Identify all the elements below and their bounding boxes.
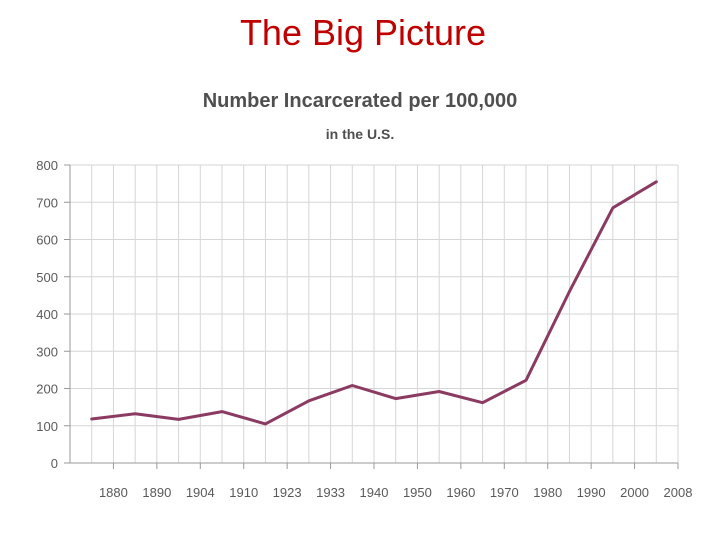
x-tick-label: 1904 bbox=[186, 485, 215, 500]
y-tick-label: 0 bbox=[51, 456, 58, 471]
data-point bbox=[220, 410, 224, 413]
data-point bbox=[481, 401, 484, 404]
data-point bbox=[524, 379, 528, 382]
chart-subtitle: in the U.S. bbox=[325, 126, 395, 142]
data-point bbox=[351, 384, 354, 387]
data-point bbox=[394, 397, 397, 400]
y-tick-label: 500 bbox=[36, 270, 58, 285]
x-tick-labels: 1880 1890 1904 1910 1923 1933 1940 1950 1960 1970… bbox=[99, 485, 692, 500]
x-tick-label: 1950 bbox=[403, 485, 432, 500]
y-tick-label: 400 bbox=[36, 307, 58, 322]
data-point bbox=[90, 417, 93, 421]
data-point bbox=[307, 399, 311, 402]
y-tick-labels: 0 100 200 300 400 500 600 700 800 bbox=[36, 158, 58, 471]
chart-title: Number Incarcerated per 100,000 bbox=[202, 90, 518, 112]
x-tick-label: 1923 bbox=[273, 485, 302, 500]
slide-title: The Big Picture bbox=[239, 12, 487, 53]
x-tick-label: 1910 bbox=[229, 485, 258, 500]
series-line bbox=[90, 180, 658, 426]
x-tick-label: 1990 bbox=[577, 485, 606, 500]
y-tick-label: 200 bbox=[36, 382, 58, 397]
data-point bbox=[133, 412, 137, 416]
data-point bbox=[568, 290, 571, 293]
x-tick-label: 1880 bbox=[99, 485, 128, 500]
data-point bbox=[177, 418, 180, 421]
y-tick-label: 800 bbox=[36, 158, 58, 173]
x-tick-label: 2000 bbox=[620, 485, 649, 500]
data-point bbox=[611, 206, 615, 210]
x-tick-label: 1960 bbox=[446, 485, 475, 500]
x-tick-label: 1933 bbox=[316, 485, 345, 500]
axes bbox=[64, 164, 679, 469]
data-point bbox=[655, 180, 658, 183]
data-point bbox=[437, 390, 441, 393]
y-tick-label: 100 bbox=[36, 419, 58, 434]
data-point bbox=[264, 422, 267, 426]
x-tick-label: 2008 bbox=[664, 485, 693, 500]
y-tick-label: 600 bbox=[36, 233, 58, 248]
series-group bbox=[90, 180, 658, 426]
x-tick-label: 1980 bbox=[533, 485, 562, 500]
x-tick-label: 1890 bbox=[142, 485, 171, 500]
y-tick-label: 300 bbox=[36, 344, 58, 359]
y-tick-label: 700 bbox=[36, 195, 58, 210]
x-tick-label: 1970 bbox=[490, 485, 519, 500]
x-tick-label: 1940 bbox=[360, 485, 389, 500]
